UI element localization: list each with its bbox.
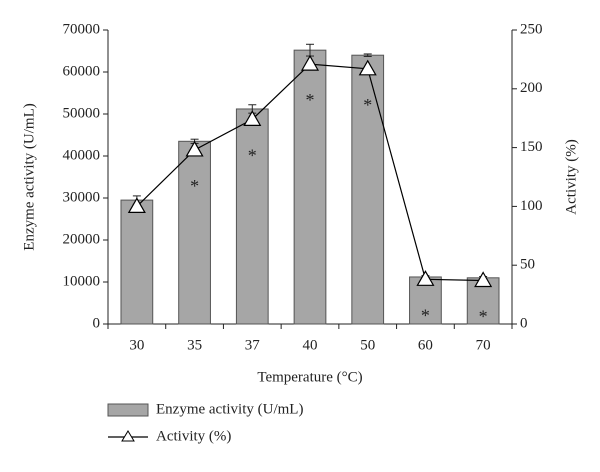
legend-label: Enzyme activity (U/mL) — [156, 401, 303, 417]
significance-mark: * — [190, 176, 199, 196]
x-tick-label: 37 — [245, 337, 261, 353]
x-tick-label: 30 — [129, 337, 144, 353]
y2-axis-label: Activity (%) — [563, 139, 579, 214]
significance-mark: * — [363, 95, 372, 115]
y-tick-label: 30000 — [63, 189, 101, 205]
x-tick-label: 50 — [360, 337, 375, 353]
y-tick-label: 50000 — [63, 105, 101, 121]
y-tick-label: 20000 — [63, 231, 101, 247]
y-tick-label: 0 — [93, 315, 101, 331]
bar — [235, 108, 269, 325]
marker — [358, 59, 377, 76]
x-tick-label: 40 — [303, 337, 318, 353]
y-tick-label: 70000 — [63, 21, 101, 37]
significance-mark: * — [248, 146, 257, 166]
marker — [474, 271, 493, 288]
marker — [300, 54, 320, 71]
marker — [185, 140, 204, 157]
error-bar — [363, 53, 372, 57]
significance-mark: * — [479, 307, 488, 327]
x-axis-label: Temperature (°C) — [257, 369, 362, 385]
significance-mark: * — [421, 305, 430, 325]
x-tick-label: 35 — [187, 337, 202, 353]
marker — [127, 197, 146, 213]
marker — [243, 110, 262, 126]
y2-tick-label: 200 — [520, 80, 543, 96]
significance-mark: * — [306, 90, 315, 110]
y2-tick-label: 250 — [520, 21, 543, 37]
y-tick-label: 40000 — [63, 147, 101, 163]
y2-tick-label: 150 — [520, 139, 543, 155]
bar — [120, 199, 154, 325]
y2-tick-label: 50 — [520, 257, 535, 273]
y-tick-label: 60000 — [63, 63, 101, 79]
y2-tick-label: 0 — [520, 315, 528, 331]
y-axis-label: Enzyme activity (U/mL) — [21, 103, 37, 250]
y-tick-label: 10000 — [63, 273, 101, 289]
x-tick-label: 60 — [418, 337, 433, 353]
legend-swatch — [107, 403, 149, 417]
bar — [178, 140, 211, 325]
marker — [416, 270, 435, 286]
legend-marker — [121, 430, 135, 442]
legend-label: Activity (%) — [156, 428, 231, 444]
y2-tick-label: 100 — [520, 198, 543, 214]
x-tick-label: 70 — [476, 337, 491, 353]
